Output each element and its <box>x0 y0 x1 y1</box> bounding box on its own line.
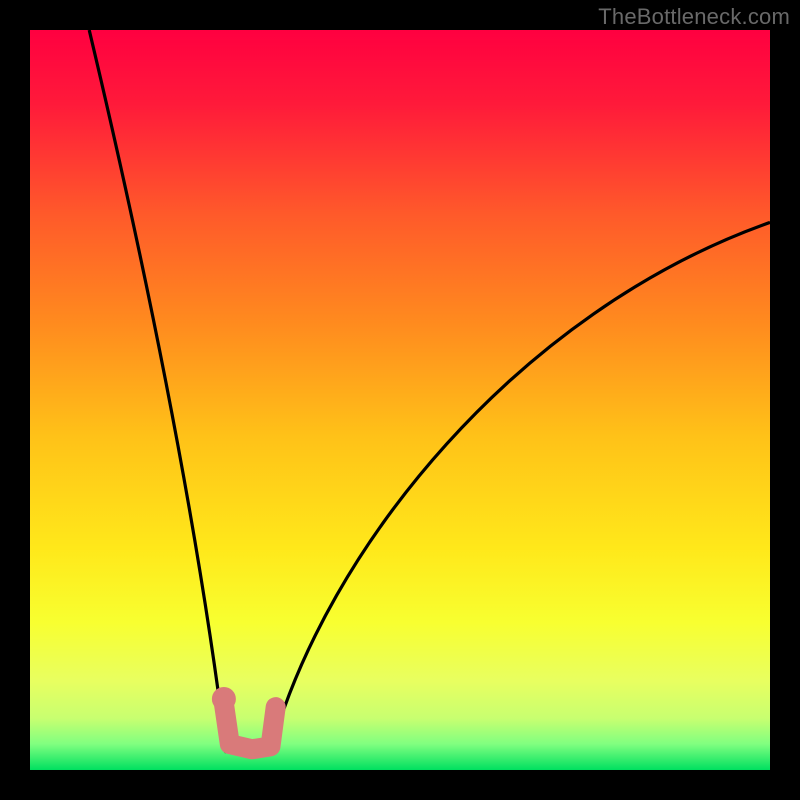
optimal-range-marker <box>224 703 276 749</box>
chart-container: TheBottleneck.com <box>0 0 800 800</box>
bottleneck-curve <box>89 30 770 752</box>
plot-area <box>30 30 770 770</box>
curve-layer <box>30 30 770 770</box>
watermark-text: TheBottleneck.com <box>598 4 790 30</box>
